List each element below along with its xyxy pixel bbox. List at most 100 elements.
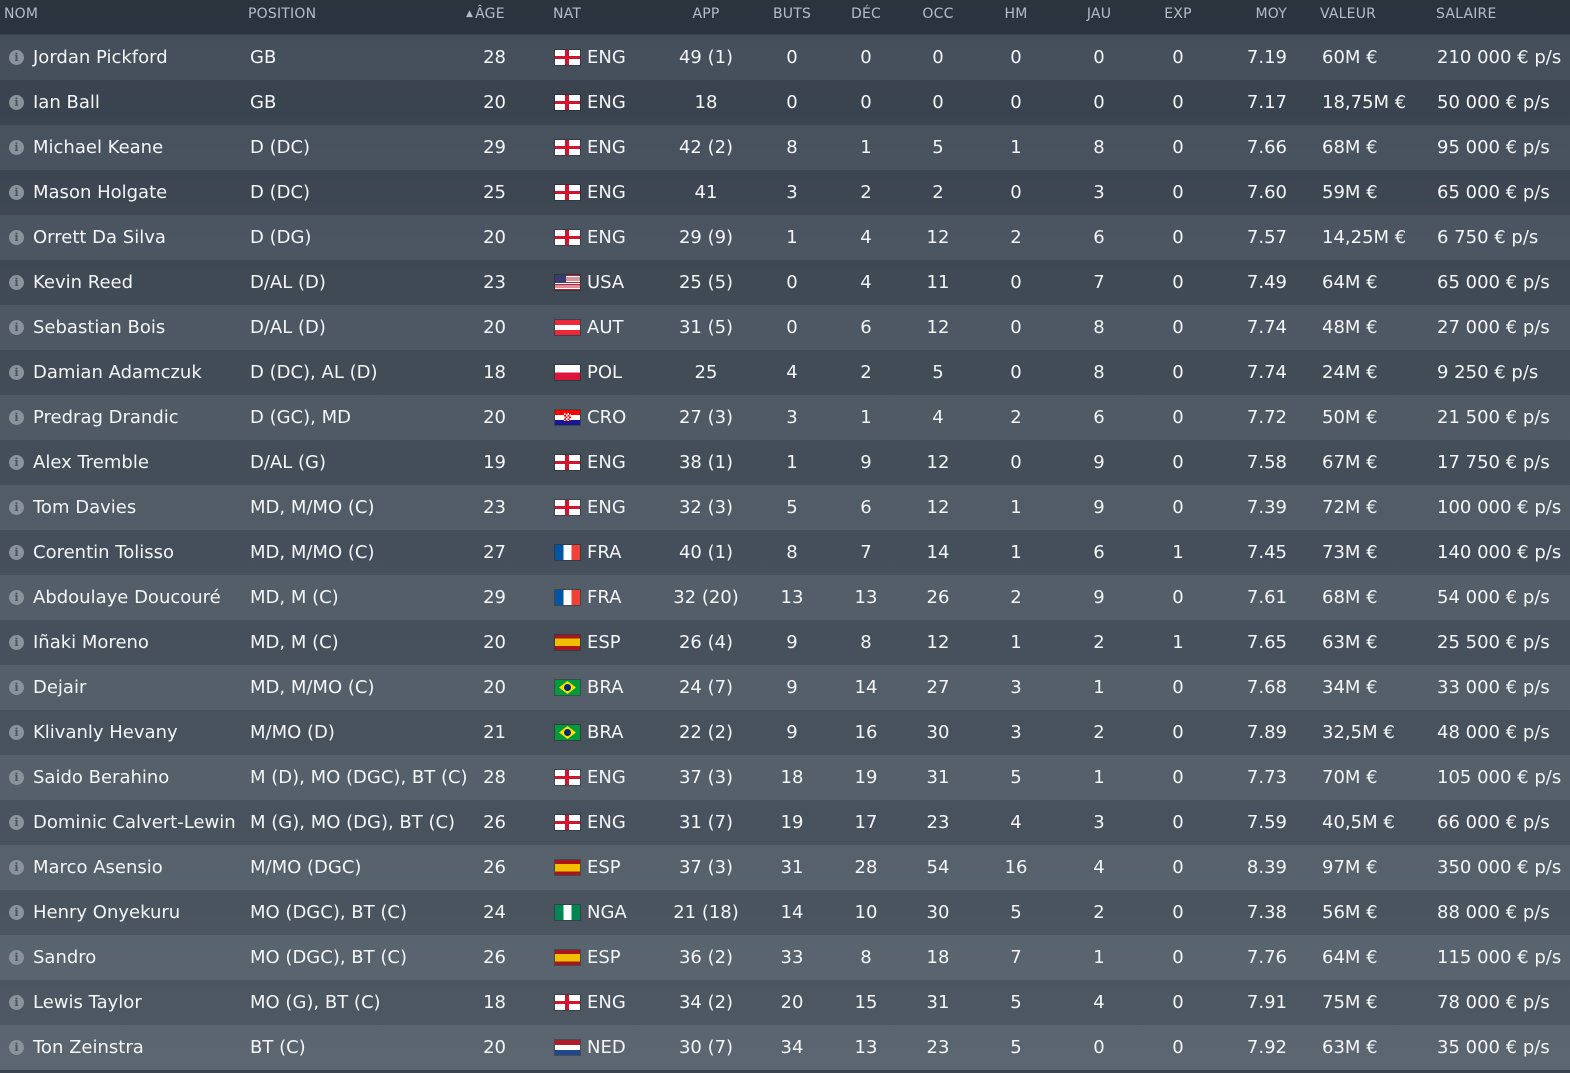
table-row[interactable]: i Ian Ball GB 20 ENG 18 0 0 0 0 0 0 7.17 18,75M € 50 0… [0,80,1570,125]
column-header-nom[interactable]: NOM [4,6,39,22]
column-header-dec[interactable]: DÉC [850,6,881,22]
info-icon[interactable]: i [9,50,24,65]
player-average-rating: 7.76 [1246,947,1287,968]
table-row[interactable]: i Jordan Pickford GB 28 ENG 49 (1) 0 0 0 0 0 0 7.19 6… [0,35,1570,80]
info-icon[interactable]: i [9,140,24,155]
column-header-position[interactable]: POSITION [248,6,317,22]
info-icon[interactable]: i [9,950,24,965]
player-red-cards: 0 [1172,722,1184,743]
info-icon[interactable]: i [9,860,24,875]
player-name[interactable]: Saido Berahino [33,767,170,788]
player-name[interactable]: Sebastian Bois [33,317,166,338]
column-header-age[interactable]: ▲ ÂGE [466,0,514,28]
info-icon[interactable]: i [9,500,24,515]
table-row[interactable]: i Abdoulaye Doucouré MD, M (C) 29 FRA 32 (20)… [0,575,1570,620]
player-name[interactable]: Sandro [33,947,97,968]
player-appearances: 49 (1) [678,47,734,68]
info-icon[interactable]: i [9,995,24,1010]
player-motm: 5 [1010,992,1022,1013]
player-motm: 2 [1010,407,1022,428]
column-header-valeur[interactable]: VALEUR [1320,6,1377,22]
player-name[interactable]: Predrag Drandic [33,407,179,428]
player-name[interactable]: Kevin Reed [33,272,134,293]
table-row[interactable]: i Damian Adamczuk D (DC), AL (D) 18 POL 25 4 2 5… [0,350,1570,395]
info-icon[interactable]: i [9,320,24,335]
player-chances: 0 [932,92,944,113]
ned-flag-icon [555,1040,580,1055]
table-row[interactable]: i Henry Onyekuru MO (DGC), BT (C) 24 NGA 21 (… [0,890,1570,935]
player-name[interactable]: Iñaki Moreno [33,632,149,653]
player-position: D (DC) [250,137,311,158]
table-row[interactable]: i Sandro MO (DGC), BT (C) 26 ESP 36 (2) 33 8 18 7… [0,935,1570,980]
player-name[interactable]: Alex Tremble [33,452,149,473]
column-header-moy[interactable]: MOY [1255,6,1287,22]
info-icon[interactable]: i [9,545,24,560]
table-row[interactable]: i Orrett Da Silva D (DG) 20 ENG 29 (9) 1 4 12 2 6 0… [0,215,1570,260]
player-chances: 12 [926,452,950,473]
player-name[interactable]: Ian Ball [33,92,100,113]
table-row[interactable]: i Lewis Taylor MO (G), BT (C) 18 ENG 34 (2) 20… [0,980,1570,1025]
table-row[interactable]: i Dominic Calvert-Lewin M (G), MO (DG), BT… [0,800,1570,845]
player-assists: 14 [854,677,878,698]
column-header-nat[interactable]: NAT [553,6,582,22]
player-name[interactable]: Corentin Tolisso [33,542,174,563]
table-row[interactable]: i Dejair MD, M/MO (C) 20 BRA 24 (7) 9 14 27 3 1 0 7.… [0,665,1570,710]
player-name[interactable]: Marco Asensio [33,857,163,878]
player-name[interactable]: Orrett Da Silva [33,227,166,248]
table-row[interactable]: i Corentin Tolisso MD, M/MO (C) 27 FRA 40 (1)… [0,530,1570,575]
player-red-cards: 0 [1172,272,1184,293]
player-name[interactable]: Michael Keane [33,137,164,158]
column-header-hm[interactable]: HM [1004,6,1028,22]
column-header-occ[interactable]: OCC [922,6,954,22]
player-name[interactable]: Mason Holgate [33,182,168,203]
player-name[interactable]: Ton Zeinstra [33,1037,144,1058]
info-icon[interactable]: i [9,680,24,695]
info-icon[interactable]: i [9,1040,24,1055]
player-name[interactable]: Dominic Calvert-Lewin [33,812,236,833]
info-icon[interactable]: i [9,815,24,830]
table-row[interactable]: i Tom Davies MD, M/MO (C) 23 ENG 32 (3) 5 6 12 1 9… [0,485,1570,530]
player-red-cards: 0 [1172,362,1184,383]
info-icon[interactable]: i [9,635,24,650]
info-icon[interactable]: i [9,95,24,110]
player-wage: 35 000 € p/s [1437,1037,1550,1058]
table-row[interactable]: i Michael Keane D (DC) 29 ENG 42 (2) 8 1 5 1 8 0 7.6… [0,125,1570,170]
player-name[interactable]: Lewis Taylor [33,992,142,1013]
info-icon[interactable]: i [9,455,24,470]
table-row[interactable]: i Iñaki Moreno MD, M (C) 20 ESP 26 (4) 9 8 12 1 2 1… [0,620,1570,665]
table-row[interactable]: i Saido Berahino M (D), MO (DGC), BT (C) 28… [0,755,1570,800]
column-header-jau[interactable]: JAU [1086,6,1112,22]
column-header-salaire[interactable]: SALAIRE [1436,6,1497,22]
info-icon[interactable]: i [9,410,24,425]
player-name[interactable]: Henry Onyekuru [33,902,181,923]
info-icon[interactable]: i [9,725,24,740]
player-assists: 7 [860,542,872,563]
column-header-app[interactable]: APP [692,6,720,22]
player-name[interactable]: Klivanly Hevany [33,722,178,743]
player-name[interactable]: Abdoulaye Doucouré [33,587,221,608]
player-name[interactable]: Dejair [33,677,87,698]
table-row[interactable]: i Kevin Reed D/AL (D) 23 USA 25 (5) 0 4 11 0 7 0 7.4… [0,260,1570,305]
player-red-cards: 0 [1172,497,1184,518]
info-icon[interactable]: i [9,590,24,605]
table-row[interactable]: i Predrag Drandic D (GC), MD 20 CRO 27 (3) 3 1 4… [0,395,1570,440]
info-icon[interactable]: i [9,185,24,200]
table-row[interactable]: i Marco Asensio M/MO (DGC) 26 ESP 37 (3) 31 28 5… [0,845,1570,890]
player-name[interactable]: Damian Adamczuk [33,362,202,383]
column-header-buts[interactable]: BUTS [772,6,812,22]
table-row[interactable]: i Ton Zeinstra BT (C) 20 NED 30 (7) 34 13 23 5 0 0 7… [0,1025,1570,1070]
info-icon[interactable]: i [9,365,24,380]
player-name[interactable]: Jordan Pickford [33,47,168,68]
info-icon[interactable]: i [9,230,24,245]
table-row[interactable]: i Alex Tremble D/AL (G) 19 ENG 38 (1) 1 9 12 0 9 0 7… [0,440,1570,485]
player-appearances: 42 (2) [678,137,734,158]
bra-flag-icon [555,725,580,740]
info-icon[interactable]: i [9,275,24,290]
info-icon[interactable]: i [9,770,24,785]
info-icon[interactable]: i [9,905,24,920]
table-row[interactable]: i Klivanly Hevany M/MO (D) 21 BRA 22 (2) 9 16 30… [0,710,1570,755]
table-row[interactable]: i Mason Holgate D (DC) 25 ENG 41 3 2 2 0 3 0 7.60 59M… [0,170,1570,215]
column-header-exp[interactable]: EXP [1164,6,1192,22]
player-name[interactable]: Tom Davies [33,497,137,518]
table-row[interactable]: i Sebastian Bois D/AL (D) 20 AUT 31 (5) 0 6 12 0 8… [0,305,1570,350]
